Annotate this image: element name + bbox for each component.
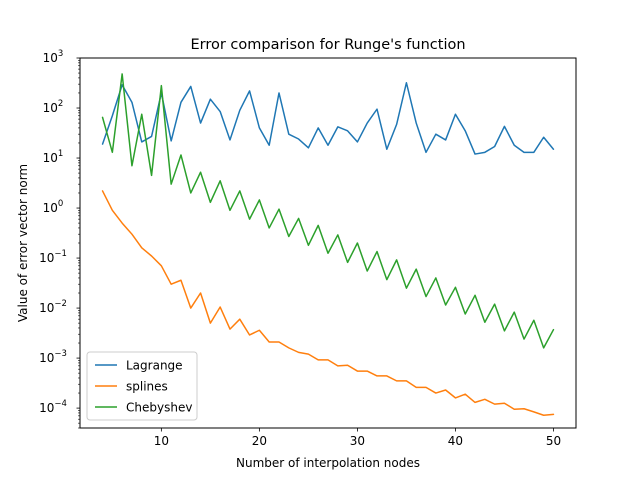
y-tick-label: 10−4 (39, 399, 67, 415)
chart-title: Error comparison for Runge's function (190, 37, 465, 53)
y-tick-label: 10−2 (39, 299, 67, 315)
y-axis-title: Value of error vector norm (16, 164, 30, 322)
y-axis-ticks: 10−4 10−3 10−2 10−1 100 101 102 103 (39, 49, 80, 429)
series-line-lagrange (101, 82, 555, 155)
x-tick-label: 30 (350, 434, 365, 448)
x-tick-label: 50 (546, 434, 561, 448)
legend-box (86, 351, 198, 421)
series-line-splines (101, 190, 555, 416)
y-tick-label: 103 (43, 49, 64, 65)
x-axis-title: Number of interpolation nodes (236, 456, 420, 470)
legend-label-splines: splines (126, 380, 168, 394)
x-tick-label: 40 (448, 434, 463, 448)
y-tick-label: 102 (43, 99, 64, 115)
x-tick-label: 10 (154, 434, 169, 448)
y-tick-label: 100 (43, 199, 64, 215)
y-tick-label: 10−3 (39, 349, 67, 365)
y-tick-label: 10−1 (39, 249, 67, 265)
x-tick-label: 20 (252, 434, 267, 448)
series-line-chebyshev (101, 73, 555, 349)
series-layer (101, 73, 555, 416)
legend: Lagrange splines Chebyshev (86, 351, 198, 421)
x-axis-ticks: 10 20 30 40 50 (154, 428, 561, 448)
legend-label-lagrange: Lagrange (126, 359, 183, 373)
legend-label-chebyshev: Chebyshev (126, 401, 192, 415)
y-tick-label: 101 (43, 149, 64, 165)
